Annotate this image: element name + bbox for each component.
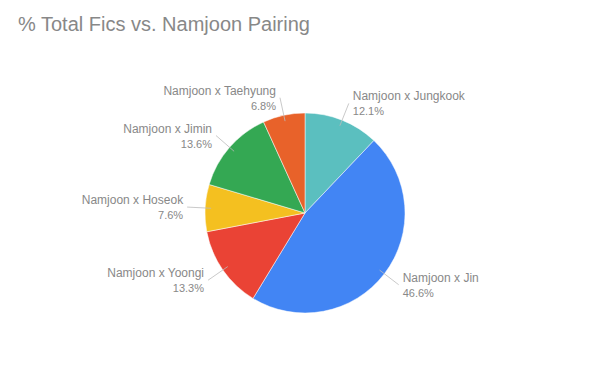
svg-text:Namjoon x Hoseok: Namjoon x Hoseok — [82, 193, 184, 207]
svg-text:Namjoon x Jungkook: Namjoon x Jungkook — [353, 89, 466, 103]
svg-text:13.3%: 13.3% — [173, 282, 204, 294]
svg-text:46.6%: 46.6% — [403, 287, 434, 299]
svg-text:Namjoon x Jin: Namjoon x Jin — [403, 271, 479, 285]
svg-text:6.8%: 6.8% — [251, 100, 276, 112]
svg-text:13.6%: 13.6% — [181, 138, 212, 150]
svg-text:7.6%: 7.6% — [158, 209, 183, 221]
svg-text:Namjoon x Yoongi: Namjoon x Yoongi — [107, 266, 204, 280]
html-text:% Total Fics vs. Namjoon Pairi: % Total Fics vs. Namjoon Pairing — [18, 13, 310, 35]
svg-text:Namjoon x Jimin: Namjoon x Jimin — [123, 122, 212, 136]
svg-text:Namjoon x Taehyung: Namjoon x Taehyung — [163, 84, 276, 98]
svg-text:12.1%: 12.1% — [353, 105, 384, 117]
